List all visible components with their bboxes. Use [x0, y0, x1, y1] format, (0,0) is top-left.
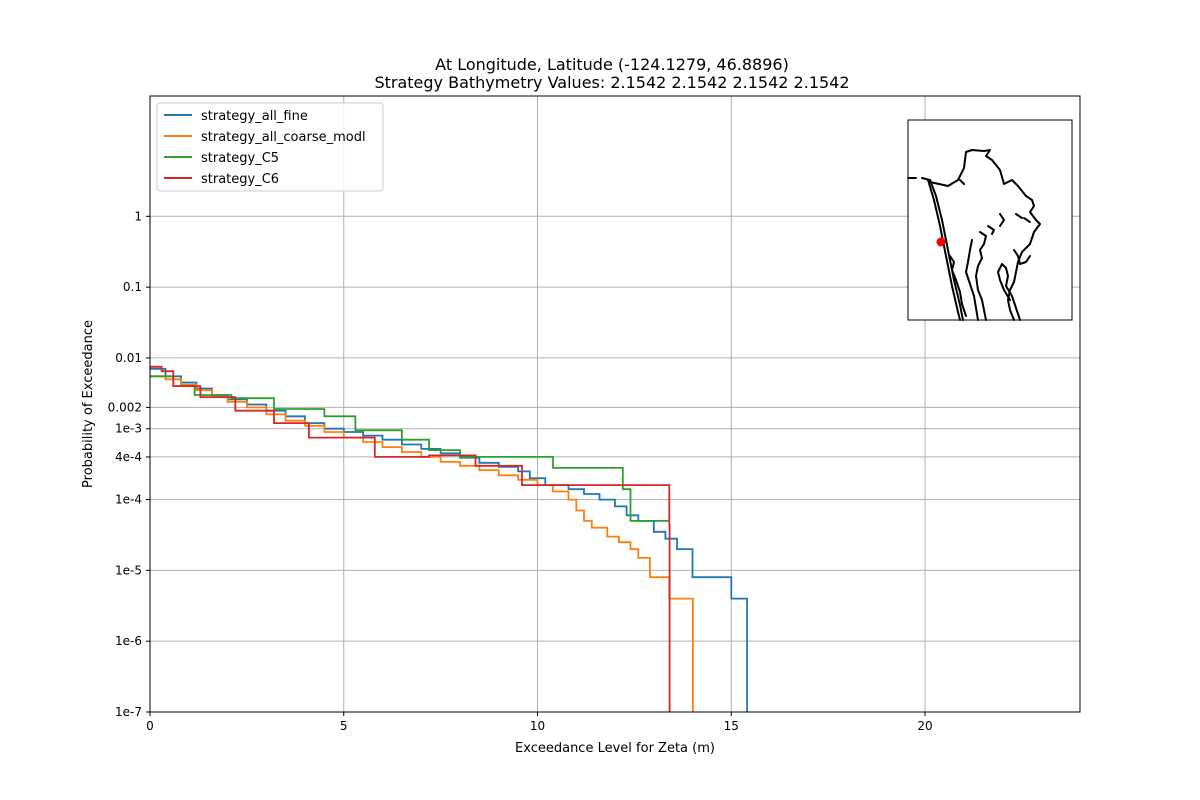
x-axis-ticks: 0 5 10 15 20 — [146, 712, 933, 733]
y-tick-label: 4e-4 — [115, 450, 142, 464]
x-tick-label: 20 — [917, 719, 932, 733]
legend-label: strategy_all_fine — [201, 109, 308, 124]
legend-box — [156, 102, 384, 192]
series-line-strategy-C6 — [150, 365, 671, 712]
inset-map — [907, 119, 1073, 321]
series-line-strategy-all-coarse-modl — [150, 375, 694, 712]
legend-label: strategy_C5 — [201, 151, 279, 166]
inset-coastline — [907, 149, 1041, 321]
y-axis-label: Probability of Exceedance — [81, 320, 96, 488]
x-tick-label: 5 — [340, 719, 348, 733]
legend-label: strategy_all_coarse_modl — [201, 130, 366, 145]
chart-title-line2: Strategy Bathymetry Values: 2.1542 2.154… — [374, 73, 849, 92]
chart-title-line1: At Longitude, Latitude (-124.1279, 46.88… — [435, 55, 789, 74]
location-marker — [936, 237, 946, 247]
y-tick-label: 0.01 — [115, 351, 142, 365]
legend: strategy_all_fine strategy_all_coarse_mod… — [156, 102, 384, 192]
y-tick-label: 1e-7 — [115, 705, 142, 719]
plot-frame — [149, 95, 1081, 713]
x-tick-label: 15 — [724, 719, 739, 733]
y-tick-label: 1 — [134, 209, 142, 223]
y-tick-label: 1e-5 — [115, 563, 142, 577]
y-tick-label: 1e-3 — [115, 422, 142, 436]
x-axis-label: Exceedance Level for Zeta (m) — [515, 741, 715, 756]
legend-label: strategy_C6 — [201, 172, 279, 187]
y-tick-label: 1e-6 — [115, 634, 142, 648]
y-axis-ticks: 1e-7 1e-6 1e-5 1e-4 4e-4 1e-3 0.002 0.01 0.1 1 — [108, 209, 150, 719]
y-tick-label: 1e-4 — [115, 493, 142, 507]
series-lines — [150, 365, 748, 712]
y-tick-label: 0.002 — [108, 400, 142, 414]
x-tick-label: 10 — [530, 719, 545, 733]
inset-frame — [907, 119, 1073, 321]
y-tick-label: 0.1 — [123, 280, 142, 294]
grid — [149, 96, 1080, 713]
x-tick-label: 0 — [146, 719, 154, 733]
